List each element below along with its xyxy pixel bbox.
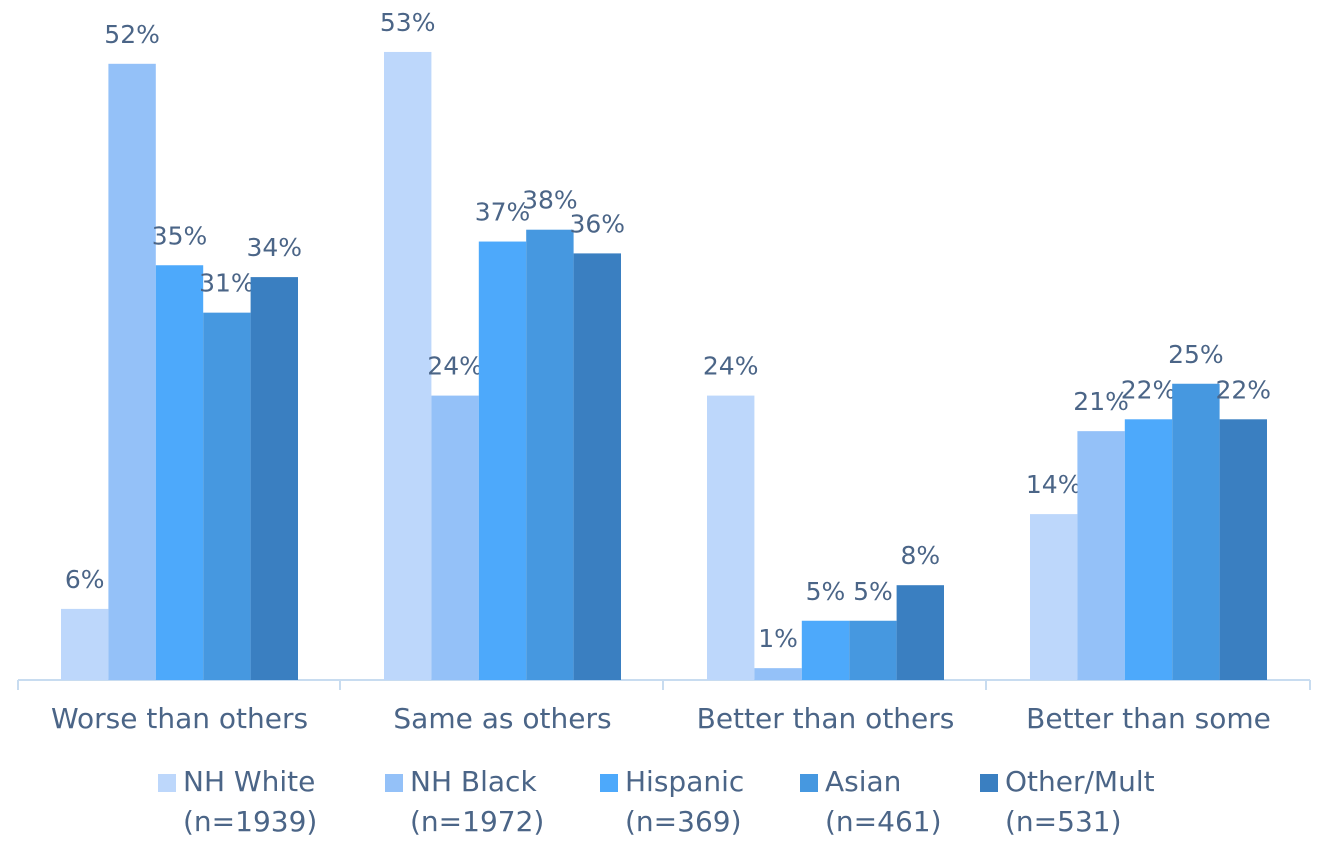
bar xyxy=(1077,431,1125,680)
legend-swatch xyxy=(980,774,998,792)
x-tick-label: Better than others xyxy=(697,702,955,735)
bar xyxy=(108,63,156,681)
legend-label: Other/Mult (n=531) xyxy=(1005,765,1155,838)
bar xyxy=(384,51,432,680)
value-label: 34% xyxy=(247,233,303,262)
bar xyxy=(801,620,850,680)
value-label: 37% xyxy=(475,198,531,227)
legend-label: NH White (n=1939) xyxy=(183,765,318,838)
bar xyxy=(707,395,755,680)
value-label: 1% xyxy=(758,624,798,653)
value-label: 38% xyxy=(522,186,578,215)
bar xyxy=(849,620,897,680)
bar xyxy=(573,253,621,680)
value-label: 25% xyxy=(1168,340,1224,369)
value-label: 36% xyxy=(570,209,626,238)
bar xyxy=(431,395,479,680)
legend-swatch xyxy=(158,774,176,792)
bar xyxy=(203,312,251,680)
bar xyxy=(1124,419,1173,680)
value-label: 14% xyxy=(1026,470,1082,499)
bar xyxy=(250,277,298,680)
axis-ticks xyxy=(17,680,1311,690)
value-label: 35% xyxy=(152,221,208,250)
legend-label: Hispanic (n=369) xyxy=(625,765,745,838)
bar xyxy=(61,608,109,680)
x-tick-label: Worse than others xyxy=(51,702,308,735)
value-label: 22% xyxy=(1121,375,1177,404)
x-tick-label: Same as others xyxy=(393,702,611,735)
value-label: 22% xyxy=(1216,375,1272,404)
legend-item: NH Black (n=1972) xyxy=(385,762,560,842)
bar xyxy=(155,265,204,680)
value-label: 24% xyxy=(703,352,759,381)
x-tick-label: Better than some xyxy=(1026,702,1271,735)
value-label: 53% xyxy=(380,8,436,37)
bar xyxy=(478,241,527,681)
value-label: 24% xyxy=(427,352,483,381)
legend-item: Other/Mult (n=531) xyxy=(980,762,1155,842)
legend-item: Asian (n=461) xyxy=(800,762,975,842)
legend-swatch xyxy=(385,774,403,792)
legend-swatch xyxy=(800,774,818,792)
legend-item: NH White (n=1939) xyxy=(158,762,343,842)
value-label: 8% xyxy=(900,541,940,570)
bar xyxy=(754,668,802,680)
value-label: 5% xyxy=(853,577,893,606)
legend-label: Asian (n=461) xyxy=(825,765,942,838)
legend-label: NH Black (n=1972) xyxy=(410,765,545,838)
value-label: 31% xyxy=(199,269,255,298)
legend-item: Hispanic (n=369) xyxy=(600,762,775,842)
value-label: 5% xyxy=(806,577,846,606)
value-label: 52% xyxy=(104,20,160,49)
bar xyxy=(526,229,574,680)
bar xyxy=(1172,383,1220,680)
value-label: 21% xyxy=(1073,387,1129,416)
bar xyxy=(1030,514,1078,680)
bar xyxy=(896,585,944,680)
legend-swatch xyxy=(600,774,618,792)
bar xyxy=(1219,419,1267,680)
value-label: 6% xyxy=(65,565,105,594)
